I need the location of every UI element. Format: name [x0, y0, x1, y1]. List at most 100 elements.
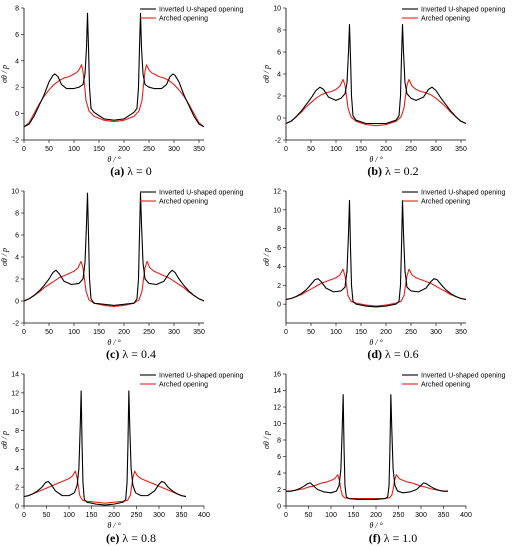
x-tick-label: 350: [176, 512, 188, 519]
y-tick-label: 0: [277, 504, 281, 511]
axis-lines: [23, 191, 204, 324]
x-tick-label: 150: [348, 512, 360, 519]
y-tick-label: 2: [15, 85, 19, 92]
y-tick-label: 8: [15, 211, 19, 218]
x-tick-label: 400: [460, 512, 472, 519]
y-tick-label: 16: [273, 372, 281, 379]
chart-panel-1: 0 50 100 150 200 250 300 350 -2 0 2 4 6 8 10 θ / ° σθ / …: [262, 0, 524, 183]
chart-svg: 0 50 100 150 200 250 300 350 400 0 2 4 6 8 10 12 14 θ / °…: [0, 372, 244, 546]
y-tick-label: 14: [11, 372, 19, 379]
y-tick-label: 10: [11, 189, 19, 196]
x-tick-label: 0: [284, 329, 288, 336]
chart-panel-5: 0 50 100 150 200 250 300 350 400 0 2 4 6 8 10 12 14 16 θ /…: [262, 366, 524, 550]
y-tick-label: 2: [277, 94, 281, 101]
x-tick-label: 0: [22, 329, 26, 336]
x-tick-label: 300: [430, 146, 442, 153]
x-tick-label: 50: [45, 329, 53, 336]
legend-label: Inverted U-shaped opening: [421, 190, 506, 197]
y-tick-label: -2: [13, 138, 19, 145]
x-tick-label: 150: [355, 329, 367, 336]
x-tick-label: 0: [22, 146, 26, 153]
legend-label: Arched opening: [421, 382, 470, 389]
panel-caption: (d) λ = 0.6: [367, 347, 418, 361]
legend-label: Arched opening: [159, 16, 208, 23]
series-line-inverted-u: [24, 390, 187, 506]
y-tick-label: 12: [11, 390, 19, 397]
legend-label: Inverted U-shaped opening: [159, 7, 244, 14]
y-tick-label: 10: [273, 207, 281, 214]
y-tick-label: 4: [277, 72, 281, 79]
panel-caption: (e) λ = 0.8: [106, 531, 156, 545]
caption-lambda: λ = 0.4: [122, 347, 156, 361]
y-tick-label: 2: [15, 485, 19, 492]
y-axis-title: σθ / p: [0, 65, 9, 83]
x-tick-label: 350: [193, 329, 205, 336]
y-tick-label: 6: [277, 50, 281, 57]
x-tick-label: 50: [307, 146, 315, 153]
chart-svg: 0 50 100 150 200 250 300 350 400 0 2 4 6 8 10 12 14 16 θ /…: [262, 372, 506, 546]
legend-label: Inverted U-shaped opening: [159, 190, 244, 197]
y-tick-label: 2: [15, 277, 19, 284]
x-tick-label: 0: [22, 512, 26, 519]
y-tick-label: 4: [277, 264, 281, 271]
x-tick-label: 300: [168, 146, 180, 153]
x-tick-label: 350: [455, 329, 467, 336]
x-tick-label: 100: [330, 146, 342, 153]
y-tick-label: 4: [277, 471, 281, 478]
y-tick-label: 8: [277, 226, 281, 233]
x-tick-label: 300: [153, 512, 165, 519]
series-line-arched: [24, 64, 205, 128]
x-tick-label: 200: [118, 146, 130, 153]
series-line-inverted-u: [286, 394, 448, 500]
y-tick-label: 10: [273, 421, 281, 428]
chart-panel-4: 0 50 100 150 200 250 300 350 400 0 2 4 6 8 10 12 14 θ / °…: [0, 366, 262, 550]
x-tick-label: 200: [380, 329, 392, 336]
y-tick-label: 14: [273, 388, 281, 395]
y-axis-title: σθ / p: [0, 431, 9, 449]
y-axis-title: σθ / p: [262, 248, 271, 266]
legend-label: Arched opening: [159, 199, 208, 206]
caption-lambda: λ = 1.0: [384, 531, 418, 545]
y-tick-label: 8: [277, 28, 281, 35]
caption-letter: (a): [110, 164, 124, 178]
panel-caption: (f) λ = 1.0: [369, 531, 418, 545]
caption-lambda: λ = 0.6: [385, 347, 419, 361]
y-tick-label: 0: [15, 111, 19, 118]
y-axis-title: σθ / p: [262, 431, 271, 449]
x-tick-label: 300: [430, 329, 442, 336]
legend-label: Arched opening: [421, 16, 470, 23]
caption-lambda: λ = 0: [127, 164, 152, 178]
x-tick-label: 250: [405, 329, 417, 336]
y-tick-label: 8: [277, 438, 281, 445]
panel-caption: (b) λ = 0.2: [367, 164, 418, 178]
caption-letter: (c): [106, 347, 119, 361]
y-tick-label: 6: [277, 245, 281, 252]
legend-label: Arched opening: [421, 199, 470, 206]
series-line-arched: [286, 268, 467, 307]
x-axis-title: θ / °: [369, 521, 383, 530]
y-tick-label: 8: [15, 428, 19, 435]
y-axis-title: σθ / p: [0, 248, 9, 266]
series-line-arched: [24, 470, 187, 504]
x-tick-label: 200: [380, 146, 392, 153]
axis-lines: [285, 8, 466, 141]
y-tick-label: 10: [11, 409, 19, 416]
x-tick-label: 100: [68, 329, 80, 336]
y-tick-label: 0: [15, 299, 19, 306]
x-tick-label: 350: [193, 146, 205, 153]
x-tick-label: 50: [307, 329, 315, 336]
series-line-inverted-u: [286, 199, 467, 308]
x-tick-label: 350: [438, 512, 450, 519]
legend-label: Inverted U-shaped opening: [159, 373, 244, 380]
y-tick-label: 0: [15, 504, 19, 511]
panel-caption: (a) λ = 0: [110, 164, 152, 178]
x-axis-title: θ / °: [107, 338, 121, 347]
y-tick-label: 12: [273, 189, 281, 196]
x-tick-label: 250: [405, 146, 417, 153]
x-tick-label: 400: [198, 512, 210, 519]
x-tick-label: 150: [93, 329, 105, 336]
